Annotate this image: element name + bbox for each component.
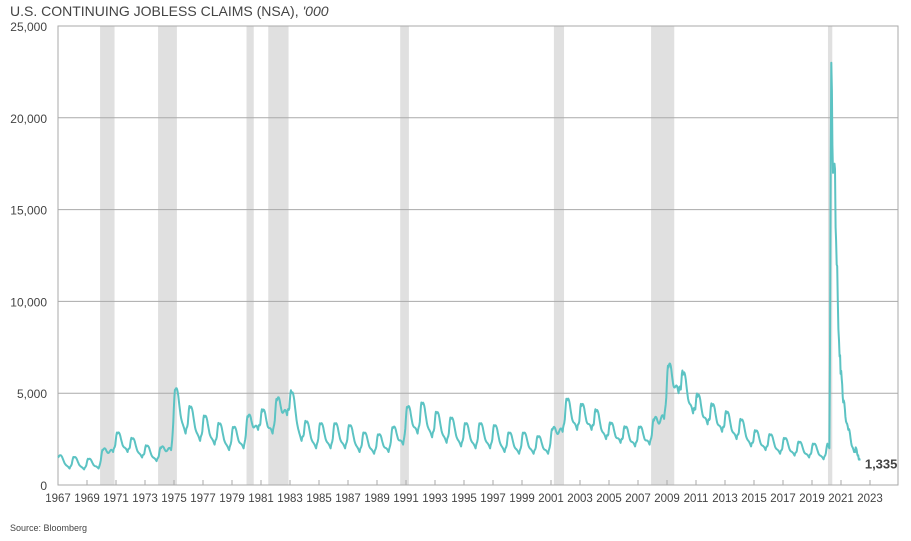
x-tick-label: 1967 xyxy=(45,493,71,505)
recession-band xyxy=(400,26,409,485)
source-note: Source: Bloomberg xyxy=(10,523,87,533)
recession-band xyxy=(268,26,289,485)
plot-frame xyxy=(57,25,899,486)
x-tick-label: 1995 xyxy=(451,493,477,505)
recession-band xyxy=(553,26,565,485)
x-tick-label: 1985 xyxy=(306,493,332,505)
x-tick-label: 2003 xyxy=(567,493,593,505)
x-tick-label: 1981 xyxy=(248,493,274,505)
x-tick-label: 2017 xyxy=(770,493,796,505)
x-tick-label: 1991 xyxy=(393,493,419,505)
x-tick-label: 2001 xyxy=(538,493,564,505)
x-tick-label: 1973 xyxy=(132,493,158,505)
recession-band xyxy=(100,26,115,485)
x-tick-label: 2021 xyxy=(828,493,854,505)
x-tick-label: 1983 xyxy=(277,493,303,505)
x-tick-label: 2007 xyxy=(625,493,651,505)
x-tick-label: 1979 xyxy=(219,493,245,505)
y-tick-label: 15,000 xyxy=(10,204,47,218)
y-tick-label: 5,000 xyxy=(17,387,47,401)
x-tick-label: 2005 xyxy=(596,493,622,505)
y-tick-label: 25,000 xyxy=(10,20,47,34)
y-tick-label: 20,000 xyxy=(10,112,47,126)
x-tick-label: 1971 xyxy=(103,493,129,505)
recession-band xyxy=(158,26,177,485)
last-value-label: 1,335 xyxy=(865,456,898,471)
x-tick-label: 2011 xyxy=(684,493,709,505)
x-tick-label: 2013 xyxy=(712,493,738,505)
x-tick-label: 2019 xyxy=(799,493,825,505)
x-tick-label: 2023 xyxy=(857,493,883,505)
recession-band xyxy=(246,26,254,485)
y-tick-label: 0 xyxy=(40,479,47,493)
x-tick-label: 2009 xyxy=(654,493,680,505)
chart-title: U.S. CONTINUING JOBLESS CLAIMS (NSA), '0… xyxy=(10,3,329,19)
x-tick-label: 1993 xyxy=(422,493,448,505)
x-tick-label: 1969 xyxy=(74,493,100,505)
series-line xyxy=(57,61,861,471)
x-tick-label: 1997 xyxy=(480,493,506,505)
x-tick-label: 1987 xyxy=(335,493,361,505)
x-tick-label: 1999 xyxy=(509,493,535,505)
x-tick-label: 1975 xyxy=(161,493,187,505)
x-tick-label: 2015 xyxy=(741,493,767,505)
y-tick-label: 10,000 xyxy=(10,295,47,309)
x-tick-label: 1977 xyxy=(190,493,216,505)
x-tick-label: 1989 xyxy=(364,493,390,505)
